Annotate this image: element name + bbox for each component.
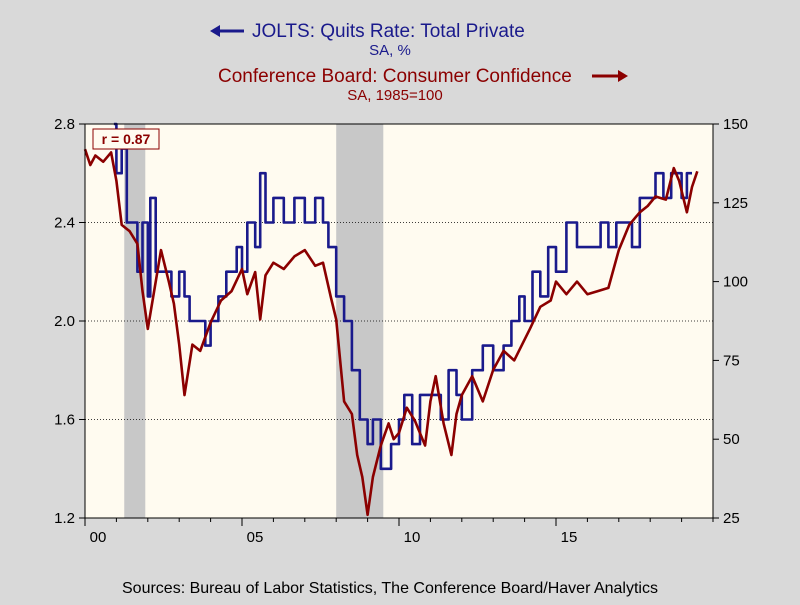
right-axis-tick-label: 50: [723, 431, 740, 448]
legend-quits-title: JOLTS: Quits Rate: Total Private: [252, 21, 525, 42]
legend-confidence-title: Conference Board: Consumer Confidence: [218, 66, 572, 87]
right-axis-tick-label: 125: [723, 195, 748, 212]
right-axis-tick-label: 150: [723, 116, 748, 133]
legend-left-arrow-icon: [210, 25, 244, 37]
legend-quits-subtitle: SA, %: [369, 42, 411, 59]
x-axis-tick-label: 15: [561, 529, 578, 546]
right-axis-tick-label: 25: [723, 510, 740, 527]
x-axis-tick-label: 05: [247, 529, 264, 546]
legend-confidence-subtitle: SA, 1985=100: [347, 87, 443, 104]
right-axis-tick-label: 75: [723, 352, 740, 369]
left-axis-tick-label: 1.2: [54, 510, 75, 527]
x-axis-tick-label: 10: [404, 529, 421, 546]
correlation-label: r = 0.87: [102, 131, 151, 147]
left-axis-tick-label: 2.0: [54, 313, 75, 330]
right-axis-tick-label: 100: [723, 274, 748, 291]
left-axis-tick-label: 1.6: [54, 412, 75, 429]
x-axis-tick-label: 00: [90, 529, 107, 546]
quits-rate-line: [113, 122, 692, 471]
left-axis-tick-label: 2.4: [54, 215, 75, 232]
legend: JOLTS: Quits Rate: Total Private SA, % C…: [210, 21, 628, 104]
correlation-box: r = 0.87: [92, 128, 160, 150]
plot-area: [84, 123, 714, 519]
legend-right-arrow-icon: [592, 70, 628, 82]
left-axis-tick-label: 2.8: [54, 116, 75, 133]
consumer-confidence-line: [83, 148, 699, 517]
sources-note: Sources: Bureau of Labor Statistics, The…: [122, 580, 658, 597]
